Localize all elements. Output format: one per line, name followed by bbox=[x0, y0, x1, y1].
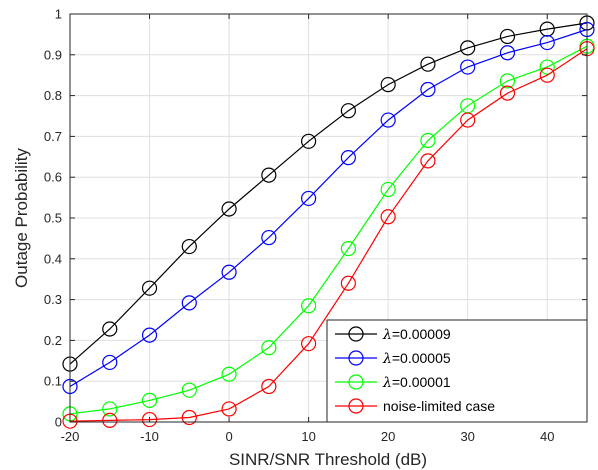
legend-symbol: λ bbox=[382, 351, 392, 367]
y-tick-label: 0.2 bbox=[44, 333, 62, 348]
data-point bbox=[380, 181, 396, 198]
data-point bbox=[221, 201, 237, 217]
data-point bbox=[141, 411, 158, 428]
data-point bbox=[221, 366, 237, 382]
data-point bbox=[261, 340, 277, 356]
data-point bbox=[539, 67, 555, 83]
data-point bbox=[181, 382, 197, 398]
data-point bbox=[261, 167, 277, 183]
legend-symbol: λ bbox=[382, 327, 392, 343]
data-point bbox=[102, 412, 118, 428]
legend-value: =0.00005 bbox=[392, 350, 451, 366]
legend-value: =0.00001 bbox=[392, 374, 451, 390]
data-point bbox=[499, 73, 516, 89]
legend-entry-2: λ=0.00005 bbox=[335, 350, 451, 367]
y-tick-label: 0 bbox=[55, 415, 62, 430]
data-point bbox=[420, 153, 436, 169]
y-tick-label: 0.5 bbox=[44, 211, 62, 226]
data-point bbox=[340, 150, 356, 166]
data-point bbox=[460, 112, 476, 128]
x-tick-label: 0 bbox=[225, 429, 232, 444]
y-tick-label: 0.6 bbox=[44, 170, 62, 185]
y-axis-label: Outage Probability bbox=[12, 148, 31, 288]
legend-entry-1: λ=0.00009 bbox=[335, 326, 451, 343]
y-tick-label: 0.3 bbox=[44, 292, 62, 307]
data-point bbox=[539, 34, 555, 51]
data-point bbox=[221, 401, 237, 417]
series-4 bbox=[62, 41, 595, 429]
data-point bbox=[261, 378, 277, 395]
data-point bbox=[102, 401, 118, 417]
data-point bbox=[380, 209, 396, 225]
data-point bbox=[261, 229, 277, 246]
data-point bbox=[340, 275, 356, 291]
data-point bbox=[340, 103, 356, 119]
legend-entry-3: λ=0.00001 bbox=[335, 374, 451, 391]
data-point bbox=[420, 132, 436, 149]
data-point bbox=[102, 321, 118, 337]
data-point bbox=[102, 354, 118, 371]
legend-label: λ=0.00005 bbox=[382, 350, 451, 367]
y-tick-label: 0.7 bbox=[44, 129, 62, 144]
data-point bbox=[380, 112, 396, 128]
data-point bbox=[221, 264, 237, 280]
data-point bbox=[420, 81, 436, 98]
x-tick-label: 40 bbox=[540, 429, 554, 444]
y-tick-label: 0.1 bbox=[44, 374, 62, 389]
x-axis-label: SINR/SNR Threshold (dB) bbox=[229, 450, 427, 469]
data-point bbox=[340, 241, 356, 257]
legend-marker bbox=[348, 374, 364, 390]
legend-marker bbox=[348, 398, 364, 414]
data-point bbox=[141, 392, 158, 408]
series-3 bbox=[62, 38, 595, 422]
data-point bbox=[499, 85, 516, 101]
data-point bbox=[301, 190, 317, 207]
data-point bbox=[420, 56, 436, 72]
data-point bbox=[181, 409, 197, 426]
legend-value: =0.00009 bbox=[392, 326, 451, 342]
x-tick-label: -20 bbox=[61, 429, 80, 444]
axis-ticks bbox=[69, 13, 587, 423]
legend-label: λ=0.00009 bbox=[382, 326, 451, 343]
legend-symbol: λ bbox=[382, 375, 392, 391]
y-tick-label: 0.9 bbox=[44, 47, 62, 62]
data-point bbox=[539, 59, 555, 75]
data-point bbox=[181, 295, 197, 311]
data-point bbox=[380, 76, 396, 93]
legend-marker bbox=[348, 326, 364, 342]
data-point bbox=[141, 327, 158, 343]
y-tick-label: 0.8 bbox=[44, 88, 62, 103]
x-tick-label: 20 bbox=[381, 429, 395, 444]
data-point bbox=[499, 28, 516, 45]
legend-label: noise-limited case bbox=[383, 398, 495, 414]
y-tick-label: 0.4 bbox=[44, 251, 62, 266]
data-point bbox=[301, 336, 317, 352]
data-point bbox=[141, 280, 158, 296]
data-point bbox=[301, 133, 317, 149]
legend: λ=0.00009λ=0.00005λ=0.00001noise-limited… bbox=[326, 319, 588, 423]
data-point bbox=[460, 59, 476, 75]
data-point bbox=[460, 40, 476, 56]
y-tick-label: 1 bbox=[55, 7, 62, 22]
legend-label: λ=0.00001 bbox=[382, 374, 451, 391]
data-point bbox=[499, 45, 516, 61]
legend-value: noise-limited case bbox=[383, 398, 495, 414]
data-point bbox=[181, 238, 197, 255]
data-point bbox=[301, 298, 317, 314]
x-tick-labels: -20 -10 0 10 20 30 40 bbox=[61, 429, 555, 444]
x-tick-label: 10 bbox=[301, 429, 315, 444]
y-tick-labels: 0 0.1 0.2 0.3 0.4 0.5 0.6 0.7 0.8 0.9 1 bbox=[44, 7, 62, 430]
legend-box bbox=[326, 319, 588, 423]
x-tick-label: -10 bbox=[140, 429, 159, 444]
x-tick-label: 30 bbox=[460, 429, 474, 444]
legend-entry-4: noise-limited case bbox=[335, 398, 495, 414]
legend-marker bbox=[348, 350, 364, 366]
